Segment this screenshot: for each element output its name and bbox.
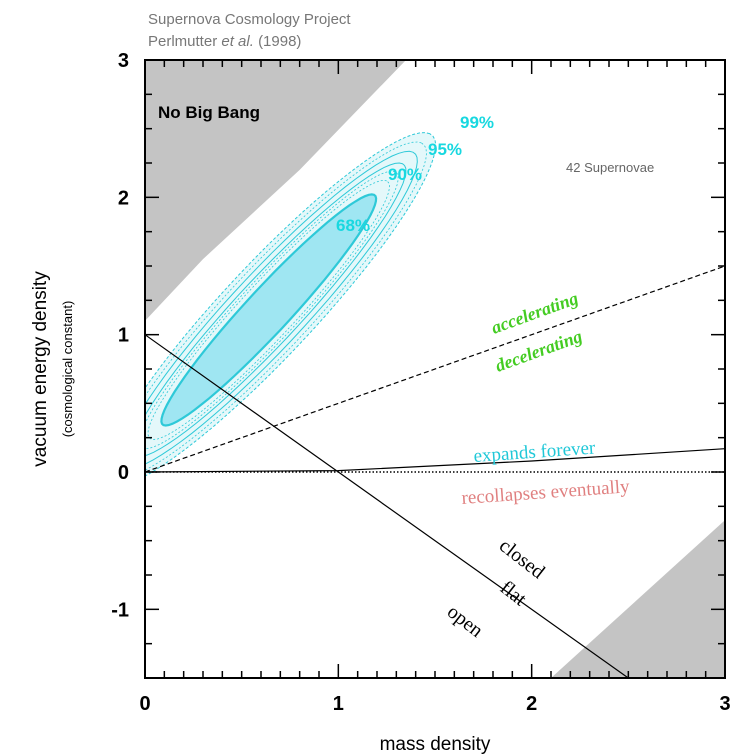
conf-label-99: 99% (460, 113, 494, 132)
no-big-bang-region (145, 60, 406, 321)
contour-90 (145, 162, 407, 457)
label-no-big-bang: No Big Bang (158, 103, 260, 122)
lower-right-region (551, 520, 725, 678)
header-title: Supernova Cosmology Project (148, 11, 351, 28)
x-axis-title: mass density (380, 734, 491, 755)
y-tick-label: 0 (118, 462, 129, 484)
contour-band-0 (147, 179, 390, 440)
contour-68 (160, 193, 378, 427)
conf-label-90: 90% (388, 165, 422, 184)
y-tick-label: -1 (111, 599, 129, 621)
label-42-supernovae: 42 Supernovae (566, 160, 654, 175)
contour-band-2 (145, 141, 427, 471)
contour-95 (145, 150, 418, 465)
line-expansion-boundary (145, 448, 725, 473)
y-tick-label: 2 (118, 187, 129, 209)
x-tick-label: 1 (333, 693, 344, 715)
y-axis-subtitle: (cosmological constant) (60, 301, 75, 438)
x-tick-label: 2 (526, 693, 537, 715)
x-tick-label: 0 (139, 693, 150, 715)
y-tick-label: 3 (118, 50, 129, 72)
conf-label-95: 95% (428, 140, 462, 159)
conf-label-68: 68% (336, 216, 370, 235)
y-axis-title: vacuum energy density (30, 271, 51, 467)
y-tick-label: 1 (118, 325, 129, 347)
line-flat (145, 334, 629, 678)
line-acceleration-boundary (145, 265, 725, 473)
header-reference: Perlmutter et al. (1998) (148, 33, 301, 50)
x-tick-label: 3 (719, 693, 730, 715)
